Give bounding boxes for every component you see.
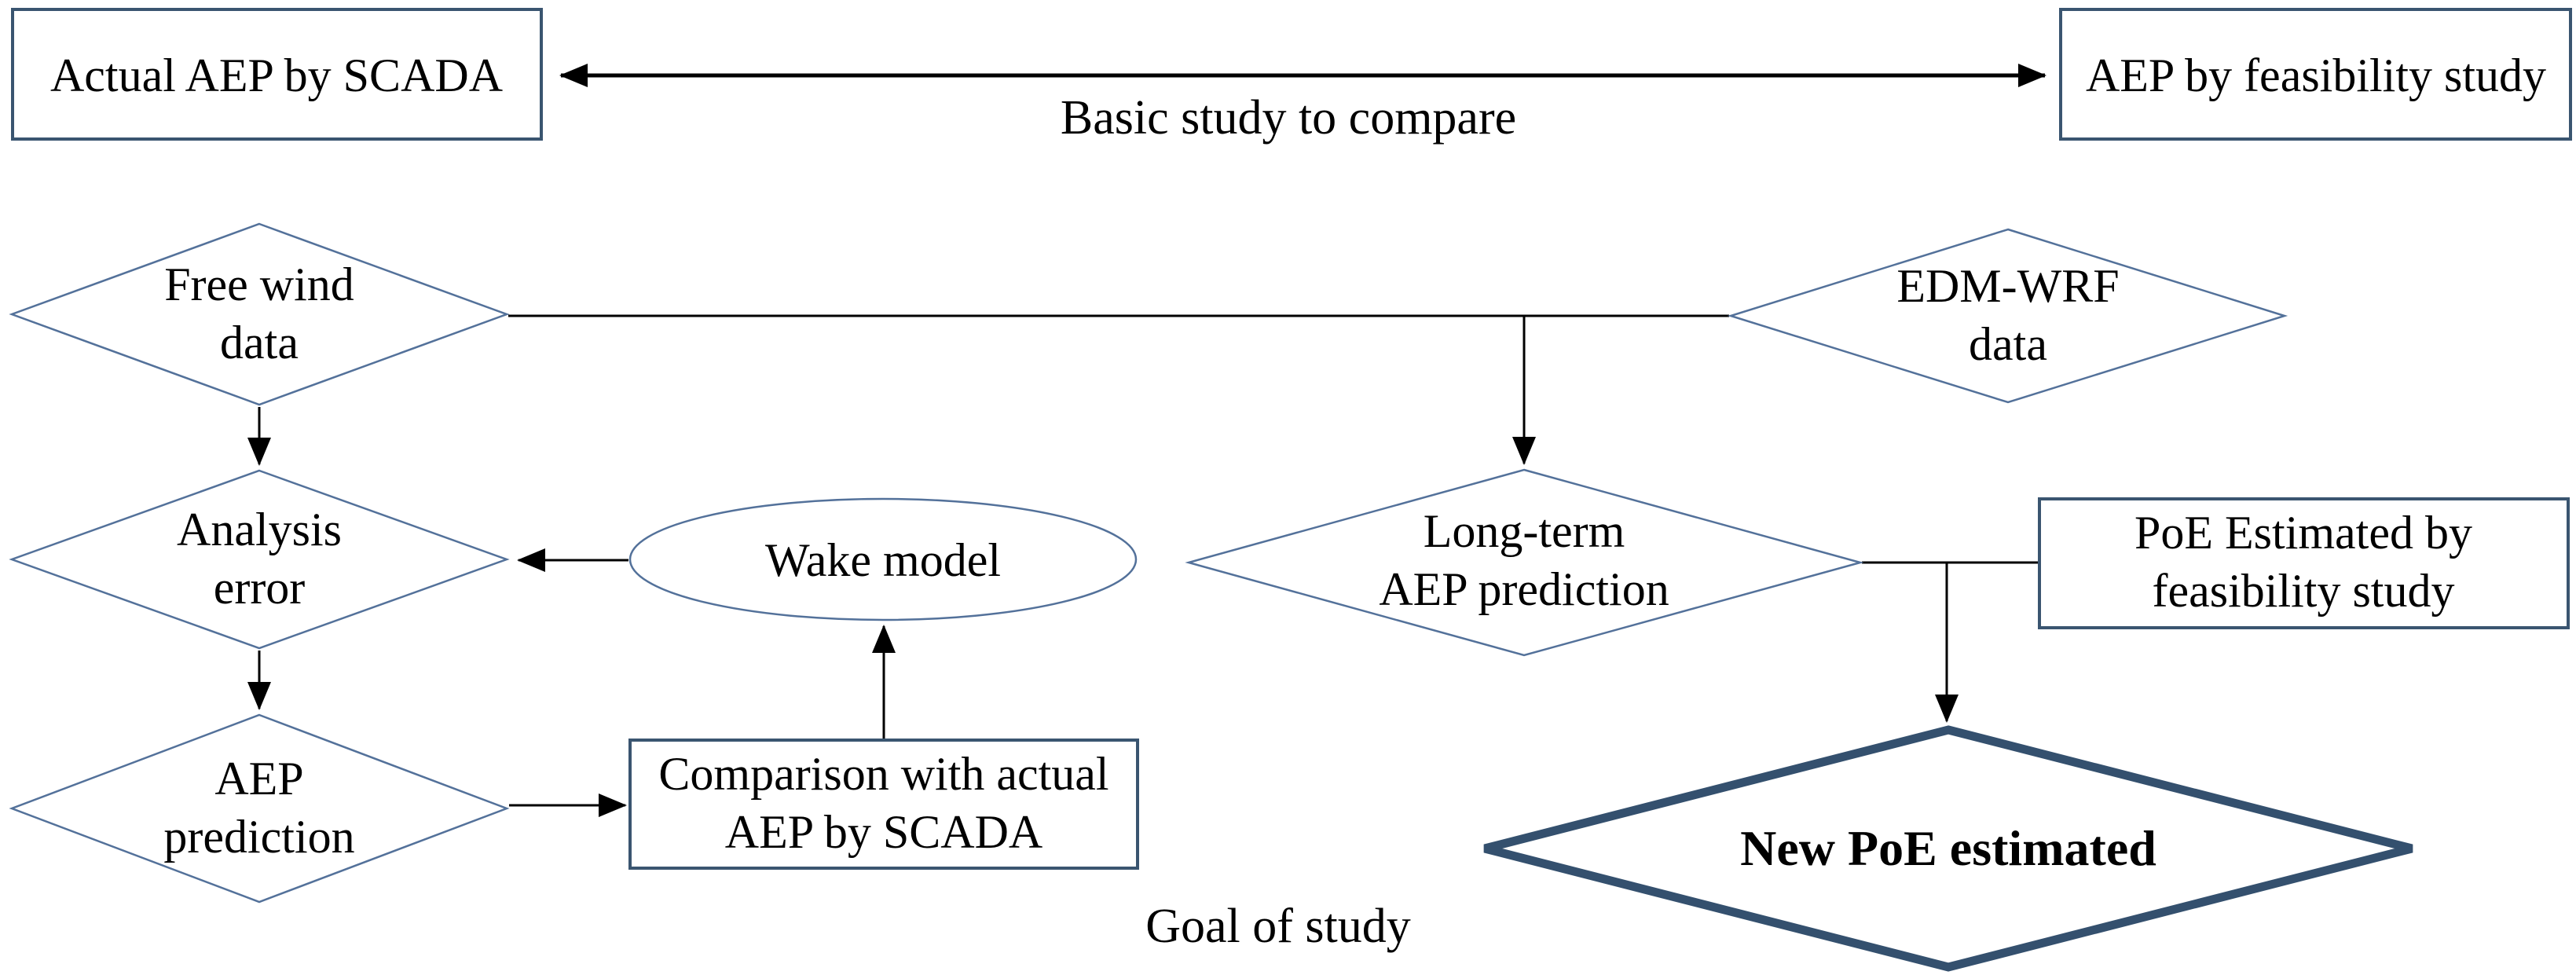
label-aep-prediction-line1: AEP [214,753,303,805]
diamond-free-wind-data [9,222,510,406]
diamond-new-poe-estimated [1483,725,2413,972]
label-free-wind-line1: Free wind [164,258,354,310]
diamond-edm-wrf-data [1727,228,2288,404]
box-aep-feasibility-study [2059,8,2572,141]
box-actual-aep-scada [11,8,543,141]
diamond-long-term-aep-prediction [1185,468,1864,657]
diamond-aep-prediction [9,713,510,904]
label-wake-model: Wake model [765,534,1001,586]
label-comparison-line1: Comparison with actual [658,748,1108,800]
label-edm-wrf-line2: data [1969,318,2047,370]
label-poe-estimated-line2: feasibility study [2153,565,2455,617]
connectors [247,64,2047,817]
label-analysis-error-line1: Analysis [177,504,342,555]
box-poe-estimated-feasibility [2038,497,2570,629]
labels: Actual AEP by SCADA AEP by feasibility s… [50,49,2546,953]
diamond-analysis-error [9,469,510,650]
label-analysis-error-line2: error [214,562,306,614]
label-goal-of-study: Goal of study [1145,900,1411,953]
ellipse-wake-model [628,497,1138,621]
label-long-term-line1: Long-term [1424,505,1625,557]
shapes [9,8,2572,972]
label-actual-aep-scada: Actual AEP by SCADA [50,49,503,101]
label-long-term-line2: AEP prediction [1379,563,1669,615]
label-comparison-line2: AEP by SCADA [725,806,1043,858]
label-basic-study-compare: Basic study to compare [1061,91,1516,145]
box-comparison-actual-aep [628,739,1139,870]
label-aep-feasibility-study: AEP by feasibility study [2086,49,2546,101]
label-edm-wrf-line1: EDM-WRF [1896,260,2119,312]
label-poe-estimated-line1: PoE Estimated by [2134,507,2472,559]
label-aep-prediction-line2: prediction [163,811,354,863]
label-new-poe-estimated: New PoE estimated [1740,820,2156,876]
label-free-wind-line2: data [220,317,299,368]
